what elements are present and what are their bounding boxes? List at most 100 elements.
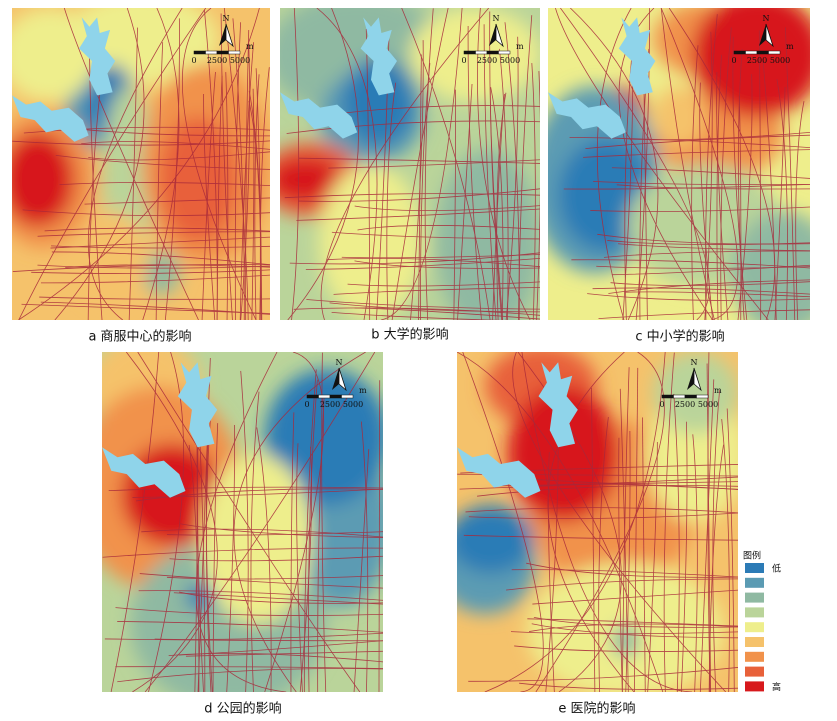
road — [305, 257, 540, 270]
legend-swatch — [745, 592, 764, 603]
road — [169, 555, 383, 562]
scale-bar-segment — [228, 50, 241, 55]
road — [245, 29, 250, 320]
road — [596, 8, 632, 320]
road — [291, 8, 300, 320]
road — [299, 446, 313, 692]
scale-label: 2500 — [675, 400, 695, 409]
road — [490, 87, 504, 320]
road — [660, 8, 739, 320]
scale-label: 5000 — [698, 400, 718, 409]
road — [110, 352, 160, 692]
road — [519, 682, 738, 690]
panel-caption: c 中小学的影响 — [635, 329, 724, 345]
road — [410, 40, 424, 320]
scale-label: 5000 — [230, 56, 250, 65]
scale-bar-segment — [498, 50, 511, 55]
road — [738, 95, 742, 320]
road — [668, 8, 776, 320]
road — [720, 27, 732, 320]
road — [596, 265, 810, 269]
road — [721, 418, 730, 692]
road — [132, 488, 383, 498]
road — [139, 573, 383, 589]
road — [511, 569, 738, 578]
road — [533, 616, 738, 628]
legend-swatch — [745, 607, 764, 618]
road-network — [102, 352, 383, 692]
influence-zone — [410, 8, 540, 102]
road — [505, 36, 519, 320]
road — [88, 8, 183, 320]
road — [608, 279, 810, 294]
north-label: N — [691, 358, 698, 367]
scale-bar-segment — [745, 50, 758, 55]
road — [360, 421, 369, 692]
road — [776, 79, 788, 320]
road — [55, 154, 270, 170]
road — [226, 425, 235, 692]
north-arrow — [225, 23, 234, 48]
scale-bar-segment — [475, 50, 488, 55]
road — [286, 120, 540, 134]
road-network — [12, 8, 270, 320]
road — [212, 423, 219, 692]
road — [468, 667, 738, 682]
scale-unit: m — [516, 42, 524, 51]
legend-low: 低 — [772, 563, 781, 575]
road — [37, 264, 270, 269]
road — [706, 363, 712, 692]
road — [108, 486, 383, 492]
road — [201, 71, 216, 320]
road — [506, 578, 738, 591]
road — [306, 299, 540, 310]
north-arrow — [338, 367, 347, 392]
road-network — [284, 8, 540, 320]
influence-zone — [12, 8, 103, 102]
road — [137, 352, 361, 692]
north-label: N — [493, 14, 500, 23]
lake — [618, 17, 656, 96]
influence-zone — [611, 624, 640, 658]
scale-label: 5000 — [500, 56, 520, 65]
north-label: N — [336, 358, 343, 367]
road — [290, 412, 295, 692]
scale-label: 2500 — [747, 56, 767, 65]
road — [232, 18, 245, 320]
road — [680, 421, 688, 692]
scale-label: 0 — [731, 56, 736, 65]
road — [593, 180, 810, 186]
map-body — [102, 352, 383, 692]
road — [547, 451, 555, 692]
road — [233, 352, 366, 692]
north-label: N — [763, 14, 770, 23]
road — [203, 93, 216, 320]
road — [138, 590, 383, 601]
lake — [360, 17, 397, 96]
road — [712, 390, 720, 692]
road — [328, 159, 540, 169]
road — [418, 54, 422, 320]
panel-caption: d 公园的影响 — [204, 701, 281, 717]
road — [535, 352, 665, 692]
road — [173, 592, 383, 605]
road — [457, 352, 664, 692]
road — [144, 352, 376, 692]
legend-swatch — [745, 622, 764, 633]
road — [795, 101, 805, 320]
road — [716, 54, 722, 320]
legend-swatch — [745, 637, 764, 647]
road — [329, 302, 540, 313]
road — [316, 8, 378, 320]
road — [50, 236, 270, 249]
road — [59, 182, 270, 186]
road — [353, 449, 370, 692]
road — [499, 48, 509, 320]
scale-bar-segment — [341, 394, 354, 399]
road — [347, 281, 540, 287]
road — [607, 240, 810, 245]
scale-label: 0 — [659, 400, 664, 409]
road — [587, 293, 810, 301]
scale-bar-segment — [306, 394, 319, 399]
road — [618, 437, 623, 692]
